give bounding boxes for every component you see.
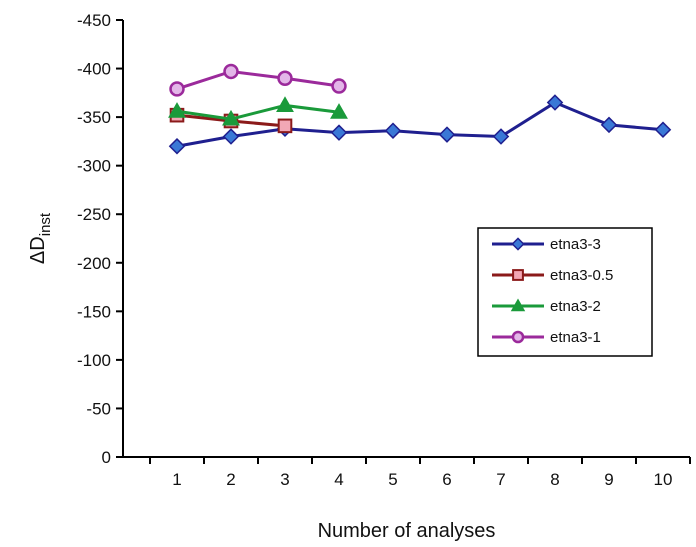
legend-label: etna3-3: [550, 236, 601, 253]
y-tick-label: 0: [102, 448, 111, 467]
data-point: [654, 121, 672, 138]
data-point: [330, 103, 348, 119]
legend-marker: [511, 330, 525, 344]
x-tick-label: 3: [280, 470, 289, 489]
x-axis-title: Number of analyses: [318, 520, 496, 542]
y-axis-title: ΔDinst: [27, 212, 54, 264]
x-tick-label: 10: [654, 470, 673, 489]
series-etna3-1: [169, 63, 347, 97]
series-line: [176, 69, 340, 91]
data-point: [277, 70, 293, 86]
legend-marker: [511, 237, 525, 251]
y-tick-label: -200: [77, 254, 111, 273]
data-point: [169, 81, 185, 97]
x-tick-label: 5: [388, 470, 397, 489]
data-point: [168, 137, 186, 155]
y-tick-label: -250: [77, 205, 111, 224]
x-tick-label: 7: [496, 470, 505, 489]
data-point: [600, 116, 618, 134]
legend-item: etna3-2: [492, 298, 601, 315]
data-point: [546, 94, 564, 111]
data-point: [168, 102, 186, 118]
data-point: [331, 78, 347, 94]
x-tick-label: 6: [442, 470, 451, 489]
x-tick-label: 9: [604, 470, 613, 489]
y-tick-label: -100: [77, 351, 111, 370]
y-tick-label: -300: [77, 157, 111, 176]
data-point: [277, 118, 293, 134]
data-point: [438, 126, 456, 143]
data-point: [492, 128, 510, 145]
series-line: [176, 103, 340, 121]
legend-item: etna3-3: [492, 236, 601, 253]
y-tick-label: -350: [77, 108, 111, 127]
legend: etna3-3 etna3-0.5 etna3-2 etna3-1: [477, 227, 653, 357]
x-tick-label: 2: [226, 470, 235, 489]
legend-item: etna3-1: [492, 329, 601, 346]
axes: [122, 20, 690, 458]
x-tick-label: 4: [334, 470, 343, 489]
y-axis-title-main: ΔD: [27, 236, 49, 264]
legend-marker: [512, 269, 524, 281]
y-tick-label: -400: [77, 60, 111, 79]
series-group: [168, 63, 672, 155]
data-point: [222, 109, 240, 126]
series-line: [176, 100, 664, 148]
data-point: [330, 124, 348, 141]
legend-label: etna3-0.5: [550, 267, 613, 284]
series-etna3-2: [168, 96, 348, 126]
y-tick-label: -150: [77, 302, 111, 321]
x-tick-label: 8: [550, 470, 559, 489]
y-axis-title-sub: inst: [37, 212, 54, 236]
y-tick-label: -50: [86, 399, 111, 418]
data-point: [276, 96, 294, 112]
legend-label: etna3-1: [550, 329, 601, 346]
y-tick-label: -450: [77, 11, 111, 30]
data-point: [222, 128, 240, 145]
legend-box: [477, 227, 653, 357]
x-tick-label: 1: [172, 470, 181, 489]
legend-item: etna3-0.5: [492, 267, 613, 284]
legend-label: etna3-2: [550, 298, 601, 315]
tick-marks: 0 -50 -100 -150 -200 -250 -300 -350 -400 -450 1 2 3 4…: [77, 11, 691, 489]
series-etna3-3: [168, 94, 672, 155]
data-point: [384, 122, 402, 139]
data-point: [223, 63, 239, 80]
legend-marker: [510, 298, 526, 312]
